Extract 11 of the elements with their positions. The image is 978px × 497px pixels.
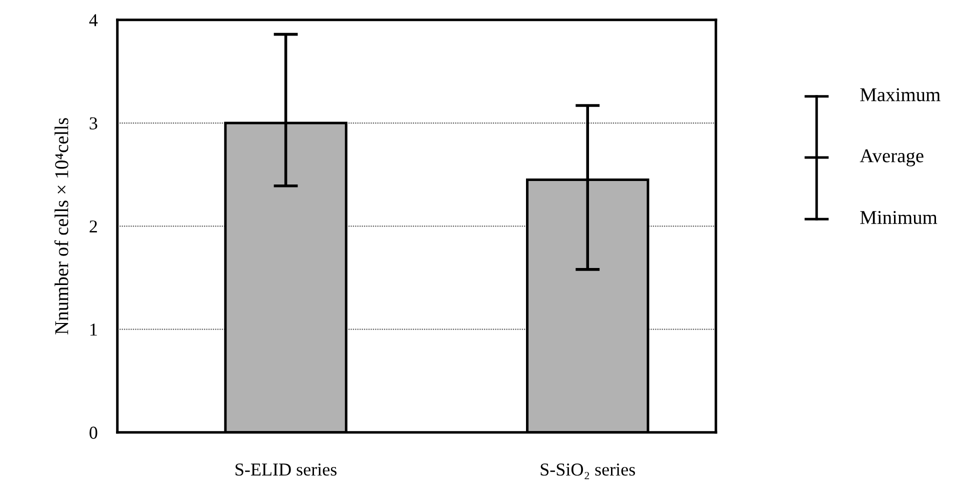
text: Average	[860, 149, 924, 166]
x-tick-label: S-ELID series	[236, 464, 337, 476]
y-tick-label: 1	[90, 324, 97, 336]
y-tick-label: 2	[90, 220, 97, 232]
y-tick-label: 0	[90, 426, 98, 439]
y-axis-title: Nnumber of cells × 10⁴cells	[54, 118, 68, 334]
text: Maximum	[860, 88, 940, 102]
x-tick-label: S-SiO₂ series	[540, 464, 635, 480]
y-tick-label: 3	[90, 117, 98, 130]
y-tick-label: 4	[89, 14, 98, 26]
text: Minimum	[860, 210, 938, 224]
